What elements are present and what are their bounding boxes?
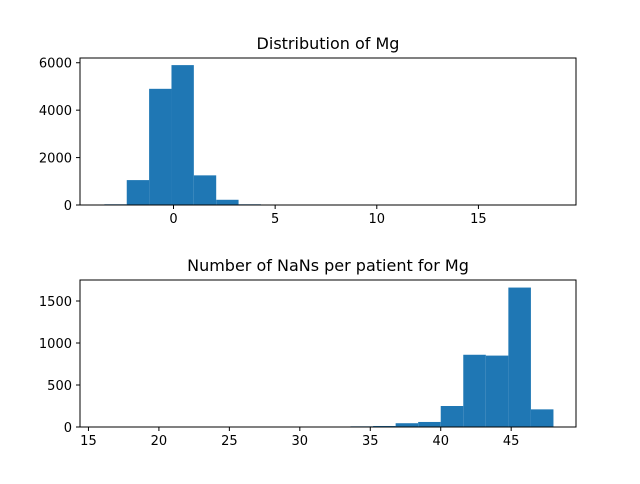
x-tick-label: 5 [271,212,279,227]
histogram-bar [441,406,464,427]
histogram-bar [216,200,238,205]
histogram-bar [149,89,171,205]
y-tick-label: 1500 [39,295,72,310]
histogram-bar [171,65,193,205]
y-tick-label: 6000 [39,57,72,72]
y-tick-label: 0 [64,199,72,214]
histogram-bar [531,409,554,427]
histogram-bar [418,422,441,427]
x-tick-label: 45 [503,434,520,449]
histogram-bar [463,355,486,427]
chart-title: Distribution of Mg [257,34,400,53]
y-tick-label: 0 [64,421,72,436]
histogram-bar [396,423,419,427]
x-tick-label: 25 [221,434,238,449]
x-tick-label: 30 [292,434,309,449]
histogram-bar [508,288,531,427]
x-tick-label: 10 [369,212,386,227]
y-tick-label: 2000 [39,152,72,167]
x-tick-label: 20 [151,434,168,449]
x-tick-label: 15 [470,212,487,227]
histogram-bar [194,175,216,205]
y-tick-label: 500 [47,379,72,394]
x-tick-label: 35 [362,434,379,449]
histogram-bar [127,180,149,205]
chart-title: Number of NaNs per patient for Mg [187,256,469,275]
x-tick-label: 40 [432,434,449,449]
y-tick-label: 4000 [39,104,72,119]
y-tick-label: 1000 [39,337,72,352]
x-tick-label: 15 [80,434,97,449]
x-tick-label: 0 [169,212,177,227]
histogram-bar [486,356,509,427]
